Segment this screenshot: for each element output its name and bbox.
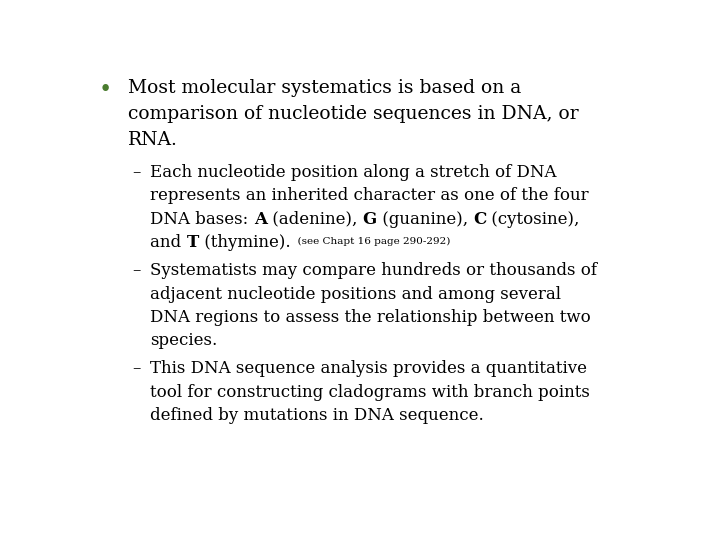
Text: comparison of nucleotide sequences in DNA, or: comparison of nucleotide sequences in DN… [128,105,579,123]
Text: Each nucleotide position along a stretch of DNA: Each nucleotide position along a stretch… [150,164,557,181]
Text: •: • [99,79,112,102]
Text: Systematists may compare hundreds or thousands of: Systematists may compare hundreds or tho… [150,262,598,279]
Text: species.: species. [150,332,217,349]
Text: (adenine),: (adenine), [267,211,362,228]
Text: T: T [186,234,199,251]
Text: –: – [132,262,140,279]
Text: tool for constructing cladograms with branch points: tool for constructing cladograms with br… [150,384,590,401]
Text: G: G [362,211,377,228]
Text: and: and [150,234,186,251]
Text: (thymine).: (thymine). [199,234,290,251]
Text: adjacent nucleotide positions and among several: adjacent nucleotide positions and among … [150,286,562,302]
Text: A: A [253,211,267,228]
Text: –: – [132,360,140,377]
Text: DNA regions to assess the relationship between two: DNA regions to assess the relationship b… [150,309,591,326]
Text: (see Chapt 16 page 290-292): (see Chapt 16 page 290-292) [290,238,450,246]
Text: –: – [132,164,140,181]
Text: Most molecular systematics is based on a: Most molecular systematics is based on a [128,79,521,97]
Text: RNA.: RNA. [128,131,178,149]
Text: (guanine),: (guanine), [377,211,473,228]
Text: (cytosine),: (cytosine), [486,211,580,228]
Text: This DNA sequence analysis provides a quantitative: This DNA sequence analysis provides a qu… [150,360,588,377]
Text: DNA bases:: DNA bases: [150,211,253,228]
Text: C: C [473,211,486,228]
Text: represents an inherited character as one of the four: represents an inherited character as one… [150,187,589,205]
Text: defined by mutations in DNA sequence.: defined by mutations in DNA sequence. [150,407,484,424]
